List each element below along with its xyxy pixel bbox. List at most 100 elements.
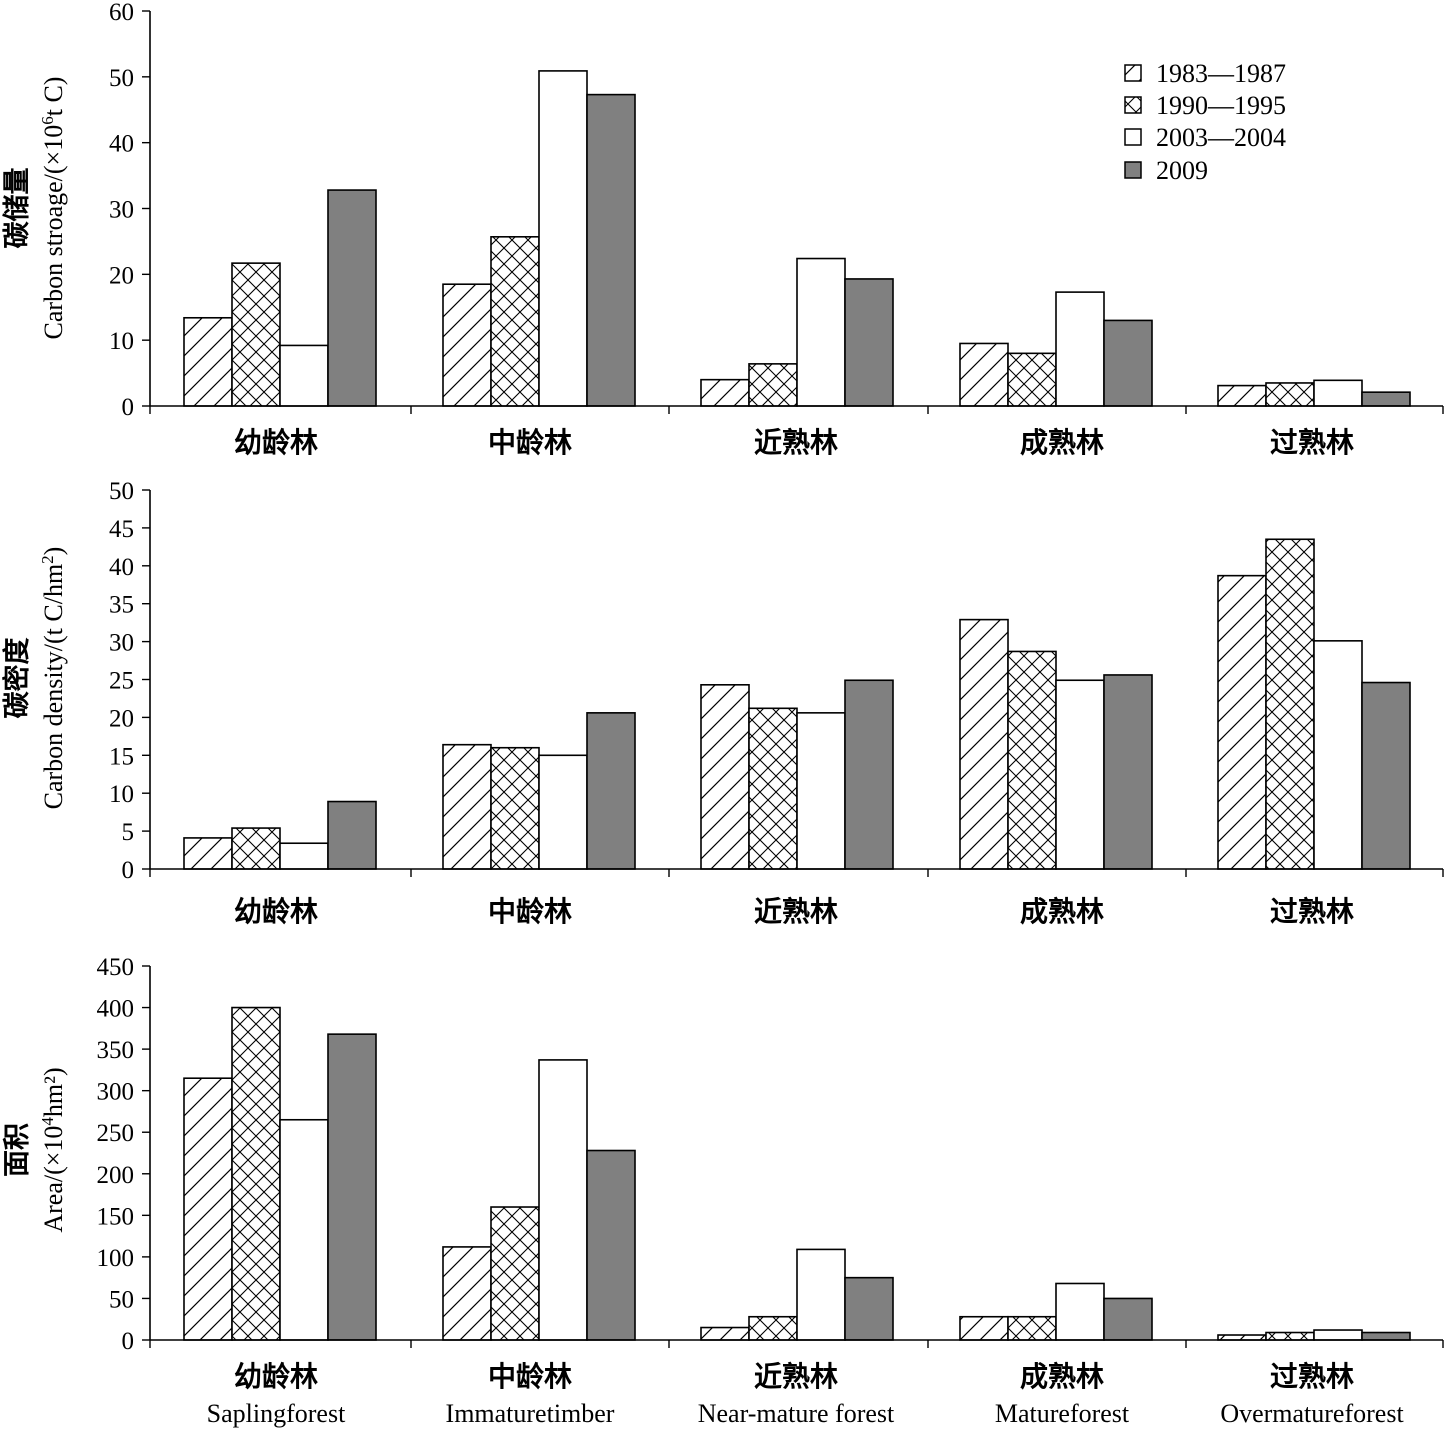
bar-2009-mature [1103, 1297, 1153, 1341]
category-label-en-overmature: Overmatureforest [1220, 1399, 1404, 1428]
bar-1983-1987-overmature [1217, 574, 1267, 870]
category-label-overmature: 过熟林 [1270, 896, 1354, 928]
bar-2009-mature [1103, 674, 1153, 870]
legend-swatch [1124, 128, 1142, 146]
bar-2003-2004-immature [538, 70, 588, 407]
legend-label: 2003—2004 [1156, 123, 1286, 152]
bar-2009-overmature [1361, 1331, 1411, 1341]
category-label-en-immature: Immaturetimber [446, 1399, 615, 1428]
legend-item: 1983—1987 [1124, 59, 1286, 88]
bar-1990-1995-sapling [231, 262, 281, 407]
bar-2009-overmature [1361, 681, 1411, 870]
y-tick-label: 25 [109, 668, 134, 695]
legend-item: 2009 [1124, 156, 1208, 185]
bar-2009-immature [586, 712, 636, 870]
plot-area-area: 0 50 100 150 200 250 300 350 400 450 [97, 954, 1444, 1355]
y-tick-label: 50 [109, 65, 134, 92]
legend-label: 1983—1987 [1156, 59, 1286, 88]
legend-label: 2009 [1156, 156, 1208, 185]
bar-1990-1995-sapling [231, 1006, 281, 1341]
bar-1983-1987-near-mature [700, 378, 750, 407]
bar-2003-2004-overmature [1313, 379, 1363, 407]
bar-1990-1995-immature [490, 236, 540, 407]
y-tick-label: 200 [97, 1162, 135, 1189]
plot-area-carbon-storage: 0 10 20 30 40 50 60 [109, 0, 1444, 421]
category-label-mature: 成熟林 [1020, 1361, 1104, 1393]
y-tick-label: 10 [109, 328, 134, 355]
bar-1990-1995-near-mature [748, 363, 798, 407]
y-tick-label: 400 [97, 996, 135, 1023]
y-axis-title-cn: 碳储量 [2, 168, 32, 249]
bar-2003-2004-sapling [279, 1118, 329, 1341]
bar-1983-1987-near-mature [700, 1326, 750, 1341]
category-label-overmature: 过熟林 [1270, 427, 1354, 459]
bar-1983-1987-near-mature [700, 684, 750, 870]
legend-item: 2003—2004 [1124, 123, 1286, 152]
bar-1983-1987-sapling [183, 837, 233, 870]
y-tick-label: 30 [109, 630, 134, 657]
category-label-immature: 中龄林 [488, 427, 572, 459]
bar-2009-sapling [327, 189, 377, 407]
category-label-mature: 成熟林 [1020, 427, 1104, 459]
bar-2003-2004-overmature [1313, 640, 1363, 870]
y-tick-label: 350 [97, 1037, 135, 1064]
bar-2003-2004-near-mature [796, 712, 846, 870]
y-axis-title-en: Carbon stroage/(×106t C) [38, 77, 69, 340]
category-label-immature: 中龄林 [488, 896, 572, 928]
bar-1983-1987-mature [959, 618, 1009, 870]
y-tick-label: 300 [97, 1079, 135, 1106]
bar-1990-1995-sapling [231, 827, 281, 870]
panel-carbon-density: 0 5 10 15 20 25 30 35 40 45 50 幼龄林 中龄林 近熟林 成熟林 过熟林… [1, 478, 1444, 928]
panel-carbon-storage: 0 10 20 30 40 50 60 幼龄林 中龄林 近熟林 成熟林 过熟林 碳储量 Ca… [2, 0, 1444, 459]
bar-1990-1995-near-mature [748, 1315, 798, 1341]
y-tick-label: 15 [109, 743, 134, 770]
y-axis-title-cn: 面积 [2, 1123, 32, 1177]
bar-2009-near-mature [844, 278, 894, 407]
bar-2003-2004-immature [538, 754, 588, 870]
bar-2003-2004-sapling [279, 344, 329, 407]
legend-label: 1990—1995 [1156, 91, 1286, 120]
bar-2003-2004-mature [1055, 1282, 1105, 1341]
y-tick-label: 30 [109, 197, 134, 224]
bar-1983-1987-overmature [1217, 384, 1267, 407]
bar-2003-2004-mature [1055, 679, 1105, 870]
category-label-near-mature: 近熟林 [754, 427, 838, 459]
bar-2009-near-mature [844, 679, 894, 870]
plot-area-carbon-density: 0 5 10 15 20 25 30 35 40 45 50 [109, 478, 1444, 884]
bar-1990-1995-mature [1007, 1315, 1057, 1341]
bar-2009-mature [1103, 319, 1153, 407]
category-labels-carbon-density: 幼龄林 中龄林 近熟林 成熟林 过熟林 [234, 896, 1354, 928]
bar-2009-sapling [327, 1033, 377, 1341]
bar-1990-1995-immature [490, 1206, 540, 1341]
y-axis-title-cn: 碳密度 [1, 638, 32, 719]
y-tick-label: 50 [109, 1286, 134, 1313]
category-label-near-mature: 近熟林 [754, 896, 838, 928]
category-label-mature: 成熟林 [1020, 896, 1104, 928]
y-tick-label: 20 [109, 705, 134, 732]
bar-2003-2004-mature [1055, 291, 1105, 407]
legend-item: 1990—1995 [1124, 91, 1286, 120]
y-axis-title-carbon-storage: 碳储量 Carbon stroage/(×106t C) [2, 77, 68, 340]
category-label-immature: 中龄林 [488, 1361, 572, 1393]
y-tick-label: 100 [97, 1245, 135, 1272]
y-tick-label: 0 [122, 857, 135, 884]
category-label-near-mature: 近熟林 [754, 1361, 838, 1393]
y-axis-title-area: 面积 Area/(×104hm²) [2, 1067, 68, 1232]
bar-2003-2004-near-mature [796, 1248, 846, 1341]
category-labels-area: 幼龄林 中龄林 近熟林 成熟林 过熟林 Saplingforest Immatu… [207, 1361, 1405, 1428]
y-tick-label: 5 [122, 819, 135, 846]
bar-1990-1995-immature [490, 746, 540, 870]
y-tick-label: 40 [109, 554, 134, 581]
legend-swatch [1124, 64, 1142, 82]
bar-1990-1995-mature [1007, 352, 1057, 407]
y-tick-label: 10 [109, 781, 134, 808]
y-tick-label: 60 [109, 0, 134, 26]
legend-swatch [1124, 96, 1142, 114]
y-axis-title-en: Area/(×104hm²) [38, 1067, 69, 1232]
category-label-sapling: 幼龄林 [234, 427, 318, 459]
category-label-overmature: 过熟林 [1270, 1361, 1354, 1393]
category-label-sapling: 幼龄林 [234, 1361, 318, 1393]
bar-2003-2004-near-mature [796, 257, 846, 407]
bar-1990-1995-mature [1007, 650, 1057, 870]
bar-2003-2004-immature [538, 1059, 588, 1341]
